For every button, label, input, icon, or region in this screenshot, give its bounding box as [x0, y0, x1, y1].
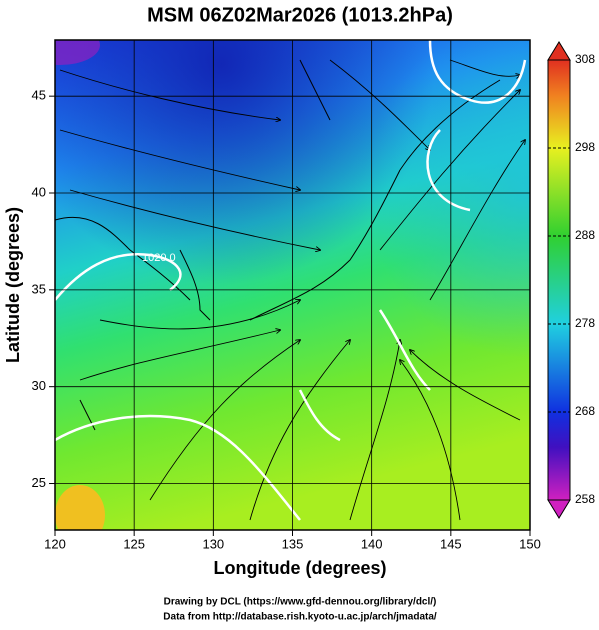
- contour-label: 1020.0: [142, 252, 176, 264]
- colorbar-tick-label: 258: [575, 492, 595, 506]
- x-axis-label: Longitude (degrees): [213, 558, 386, 578]
- colorbar-tick-label: 278: [575, 316, 595, 330]
- title: MSM 06Z02Mar2026 (1013.2hPa): [147, 4, 453, 26]
- colorbar-tick-label: 268: [575, 404, 595, 418]
- field: 1020.0: [55, 40, 530, 530]
- x-tick-label: 140: [361, 536, 383, 551]
- credit: Data from http://database.rish.kyoto-u.a…: [163, 612, 437, 623]
- colorbar-tick-label: 288: [575, 228, 595, 242]
- isobars: [55, 40, 527, 521]
- x-tick-label: 120: [44, 536, 66, 551]
- y-tick-label: 45: [32, 88, 46, 103]
- x-tick-label: 130: [202, 536, 224, 551]
- y-tick-label: 35: [32, 281, 46, 296]
- colorbar-extend-bottom: [547, 499, 571, 519]
- grid: [54, 40, 531, 530]
- x-tick-label: 145: [440, 536, 462, 551]
- y-axis-label: Latitude (degrees): [3, 207, 23, 363]
- x-tick-label: 150: [519, 536, 541, 551]
- credit: Drawing by DCL (https://www.gfd-dennou.o…: [164, 597, 437, 608]
- colorbar-tick-label: 308: [575, 52, 595, 66]
- y-tick-label: 25: [32, 475, 46, 490]
- colorbar: [547, 59, 571, 501]
- colorbar-tick-label: 298: [575, 140, 595, 154]
- colorbar-extend-top: [547, 41, 571, 61]
- y-tick-label: 40: [32, 184, 46, 199]
- y-tick-label: 30: [32, 378, 46, 393]
- streamlines: [59, 59, 525, 521]
- coastline: [55, 59, 501, 431]
- x-tick-label: 125: [123, 536, 145, 551]
- x-tick-label: 135: [282, 536, 304, 551]
